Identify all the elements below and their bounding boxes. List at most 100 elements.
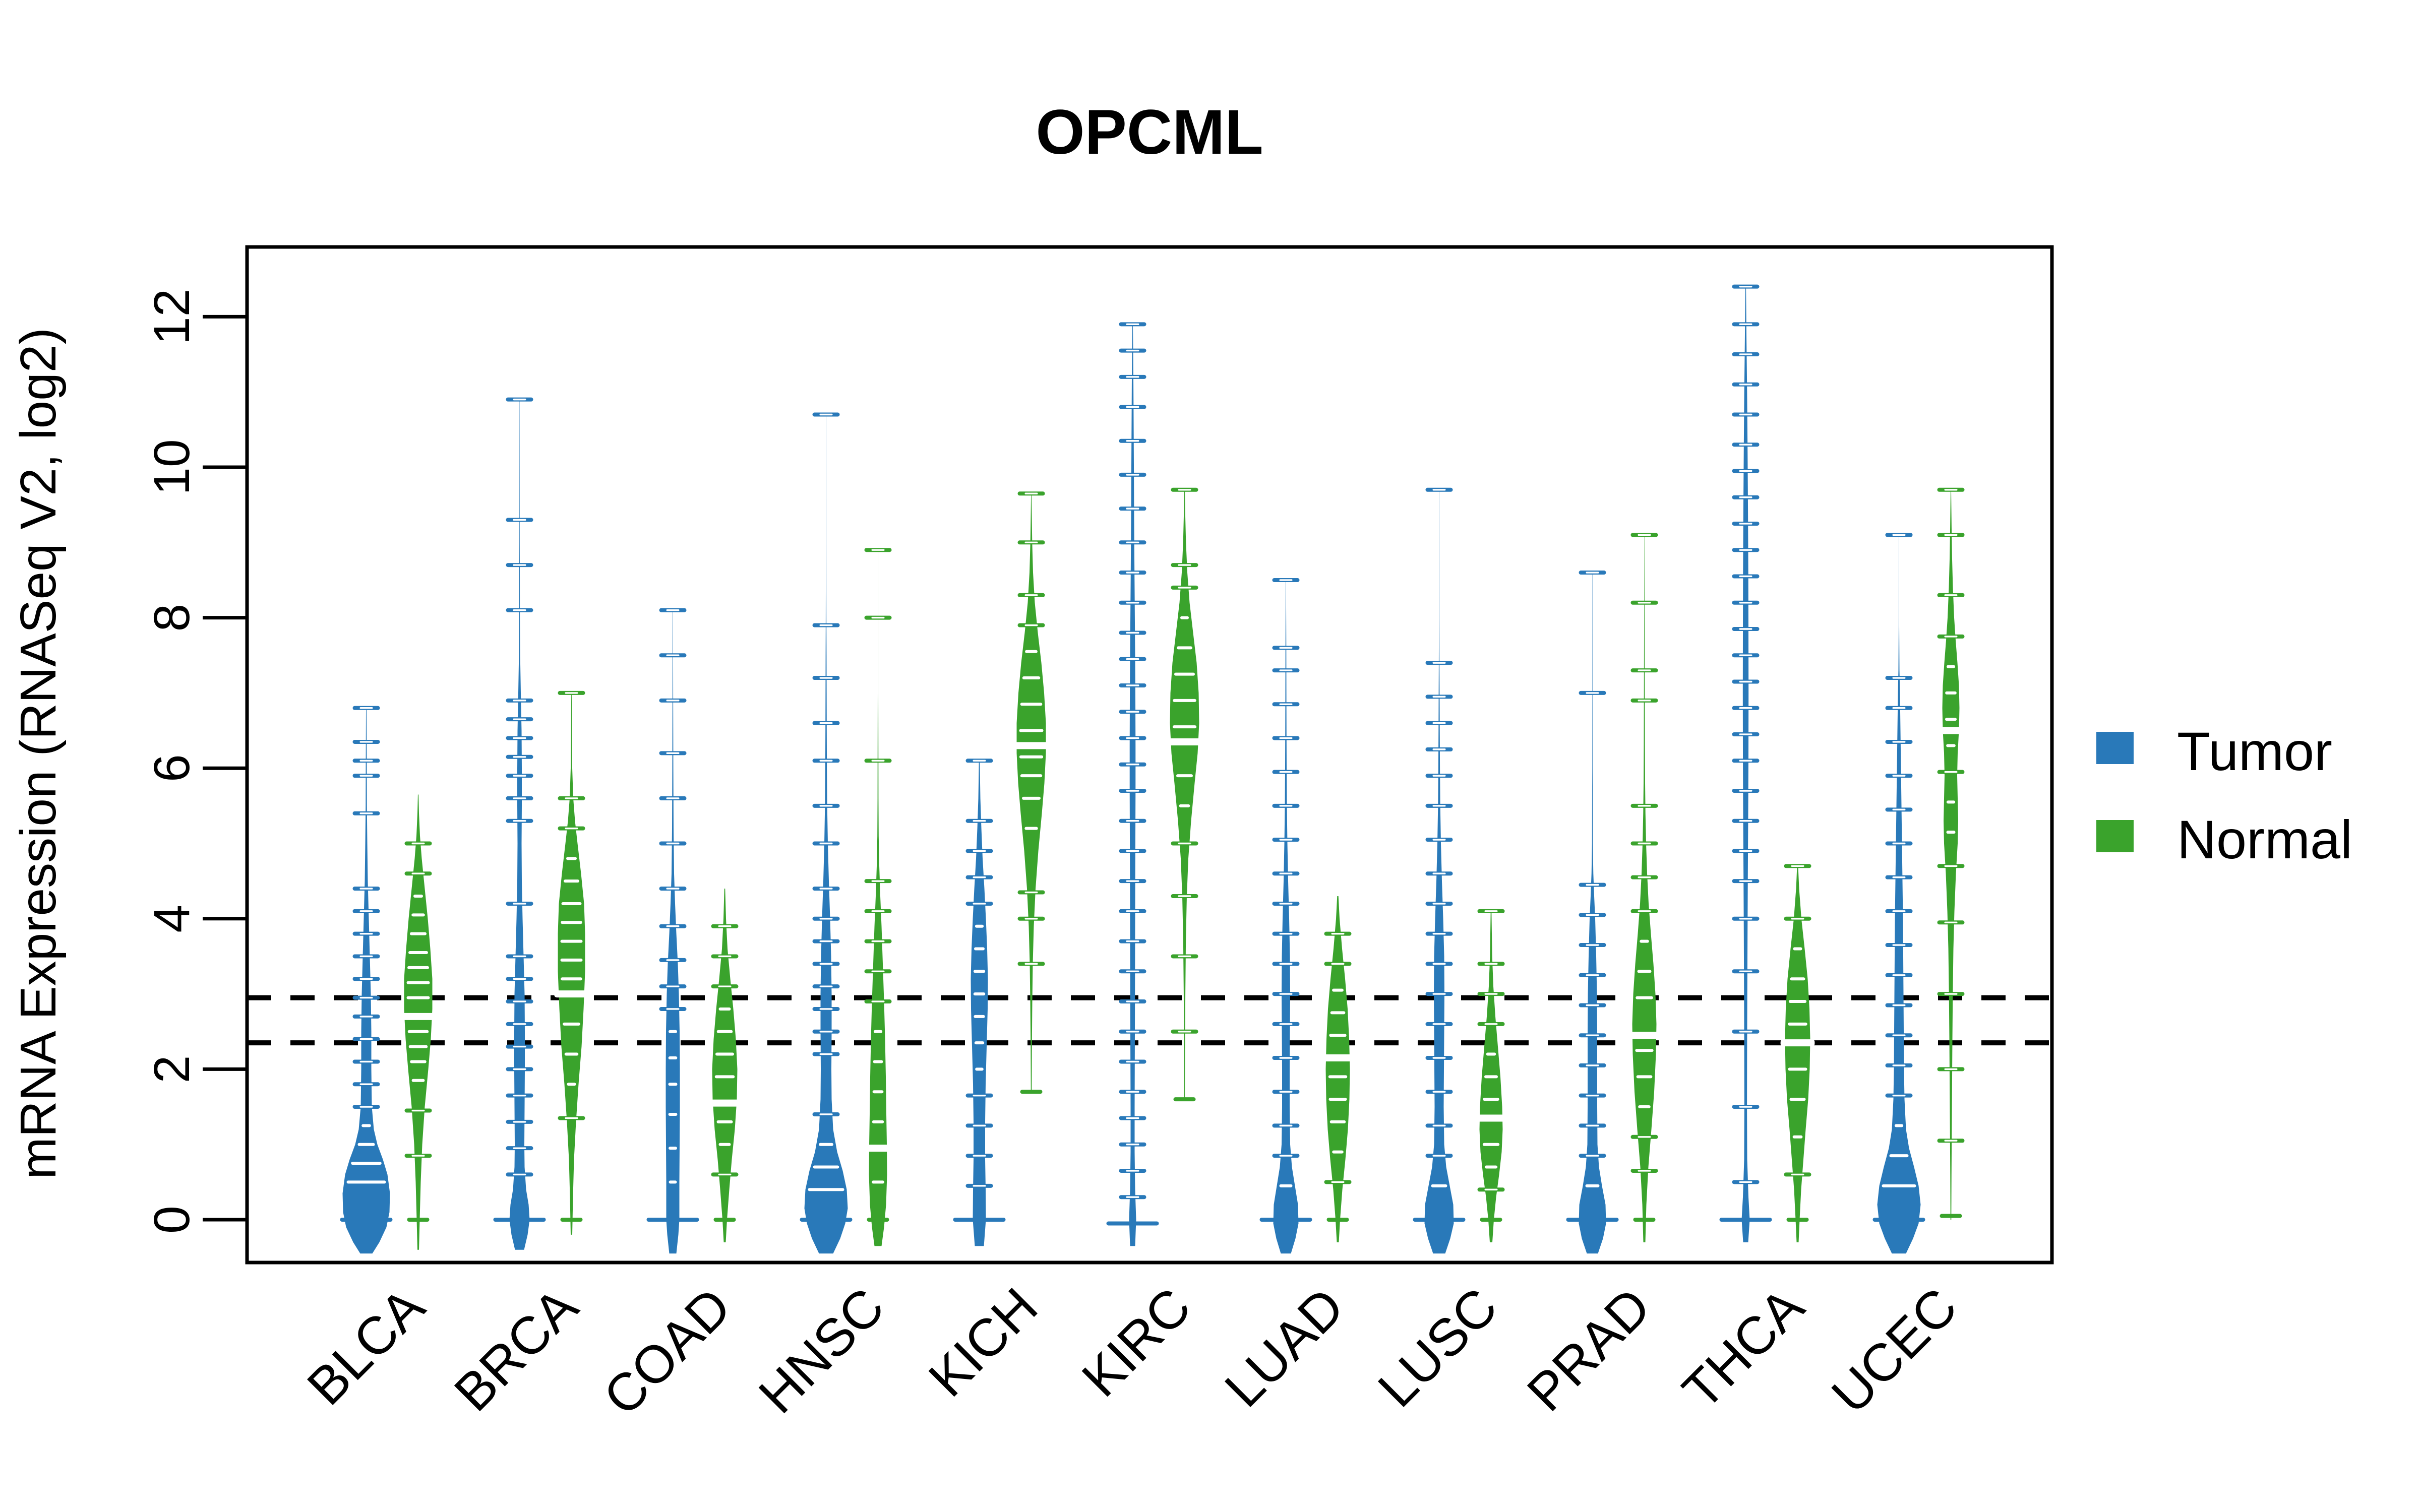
data-mark-center xyxy=(1432,1155,1446,1157)
data-mark-center xyxy=(973,850,986,852)
data-mark-center xyxy=(1331,932,1345,935)
data-mark xyxy=(1636,1075,1653,1079)
data-mark-center xyxy=(1126,1031,1139,1033)
bean-average-line xyxy=(1173,1097,1196,1102)
data-mark-center xyxy=(1739,413,1752,416)
data-mark-center xyxy=(1331,963,1345,965)
data-mark-center xyxy=(513,1147,526,1149)
data-mark-center xyxy=(1739,384,1752,386)
data-mark-center xyxy=(871,1000,885,1002)
data-mark-center xyxy=(513,700,526,702)
data-mark-center xyxy=(1279,839,1293,841)
y-tick-label: 6 xyxy=(144,754,200,782)
bean-tumor-LUSC xyxy=(1413,487,1466,1254)
data-mark xyxy=(716,1030,733,1033)
data-mark-center xyxy=(1024,624,1038,626)
data-mark-center xyxy=(1432,1057,1446,1059)
data-mark xyxy=(1792,1135,1803,1139)
data-mark xyxy=(407,1030,429,1033)
data-mark xyxy=(1640,939,1649,943)
data-mark xyxy=(1431,1184,1447,1187)
bean-average-line xyxy=(1020,1090,1043,1094)
data-mark-center xyxy=(513,737,526,739)
data-mark-center xyxy=(1892,876,1906,878)
data-mark-center xyxy=(1126,406,1139,408)
data-mark-center xyxy=(1126,658,1139,660)
data-mark-center xyxy=(1279,1124,1293,1127)
data-mark-center xyxy=(1739,654,1752,656)
bean-tumor-LUAD xyxy=(1259,578,1312,1254)
average-line-gap xyxy=(1475,1114,1507,1122)
data-mark xyxy=(1022,796,1041,800)
data-mark-center xyxy=(973,1185,986,1187)
data-mark xyxy=(669,1030,677,1033)
data-mark-center xyxy=(1944,489,1958,491)
data-mark-center xyxy=(1892,677,1906,679)
data-mark xyxy=(1328,1098,1347,1101)
data-mark-center xyxy=(819,842,833,845)
data-mark-center xyxy=(1944,771,1958,773)
data-mark xyxy=(1484,1075,1498,1079)
data-mark xyxy=(351,1162,382,1165)
bean-average-line xyxy=(1326,1218,1349,1222)
data-mark-center xyxy=(1739,733,1752,735)
bean-average-line xyxy=(1566,1218,1619,1222)
data-mark xyxy=(1635,1049,1654,1052)
data-mark-center xyxy=(1279,579,1293,581)
bean-tumor-BRCA xyxy=(493,397,546,1250)
data-mark-center xyxy=(1739,1106,1752,1108)
data-mark xyxy=(1638,1105,1651,1109)
data-mark-center xyxy=(1739,1031,1752,1033)
data-mark-center xyxy=(359,955,373,958)
data-mark xyxy=(669,1147,677,1150)
data-mark xyxy=(808,1188,844,1191)
data-mark-center xyxy=(819,722,833,724)
data-mark-center xyxy=(1638,700,1651,702)
bean-normal-BLCA xyxy=(400,794,437,1250)
violin-shape xyxy=(666,610,680,1254)
violin-shape xyxy=(1273,580,1299,1254)
data-mark xyxy=(1946,744,1956,747)
data-mark xyxy=(1179,804,1190,807)
bean-average-line xyxy=(646,1218,699,1222)
data-mark-center xyxy=(1586,1004,1599,1006)
bean-normal-LUAD xyxy=(1321,896,1354,1242)
data-mark-center xyxy=(1638,602,1651,604)
data-mark-center xyxy=(1432,1124,1446,1127)
data-mark-center xyxy=(819,1113,833,1115)
data-mark-center xyxy=(973,820,986,822)
data-mark xyxy=(1024,827,1038,830)
data-mark-center xyxy=(1739,880,1752,882)
data-mark xyxy=(973,992,986,996)
data-mark-center xyxy=(1279,1023,1293,1025)
data-mark-center xyxy=(1126,1117,1139,1119)
data-mark-center xyxy=(1126,737,1139,739)
data-mark xyxy=(1790,977,1805,981)
data-mark-center xyxy=(513,756,526,758)
data-mark-center xyxy=(1126,349,1139,352)
data-mark-center xyxy=(718,955,732,958)
data-mark-center xyxy=(1126,508,1139,510)
data-mark xyxy=(410,1060,427,1063)
data-mark-center xyxy=(1739,285,1752,288)
bean-normal-KICH xyxy=(1012,491,1051,1094)
data-mark-center xyxy=(1944,1068,1958,1070)
data-mark xyxy=(1180,616,1189,619)
bean-tumor-PRAD xyxy=(1566,571,1619,1254)
data-mark-center xyxy=(1126,1144,1139,1146)
legend-swatch-tumor xyxy=(2096,732,2134,764)
data-mark-center xyxy=(565,1117,578,1119)
data-mark-center xyxy=(359,741,373,743)
data-mark xyxy=(668,1112,678,1116)
data-mark-center xyxy=(565,797,578,799)
data-mark-center xyxy=(1024,891,1038,894)
data-mark-center xyxy=(1178,587,1191,589)
data-mark-center xyxy=(1638,910,1651,912)
data-mark-center xyxy=(1279,993,1293,995)
average-line-gap xyxy=(1627,1032,1661,1039)
data-mark-center xyxy=(513,1094,526,1097)
data-mark-center xyxy=(1126,1000,1139,1002)
data-mark-center xyxy=(1586,572,1599,574)
data-mark xyxy=(1279,1184,1293,1187)
data-mark-center xyxy=(1892,910,1906,912)
